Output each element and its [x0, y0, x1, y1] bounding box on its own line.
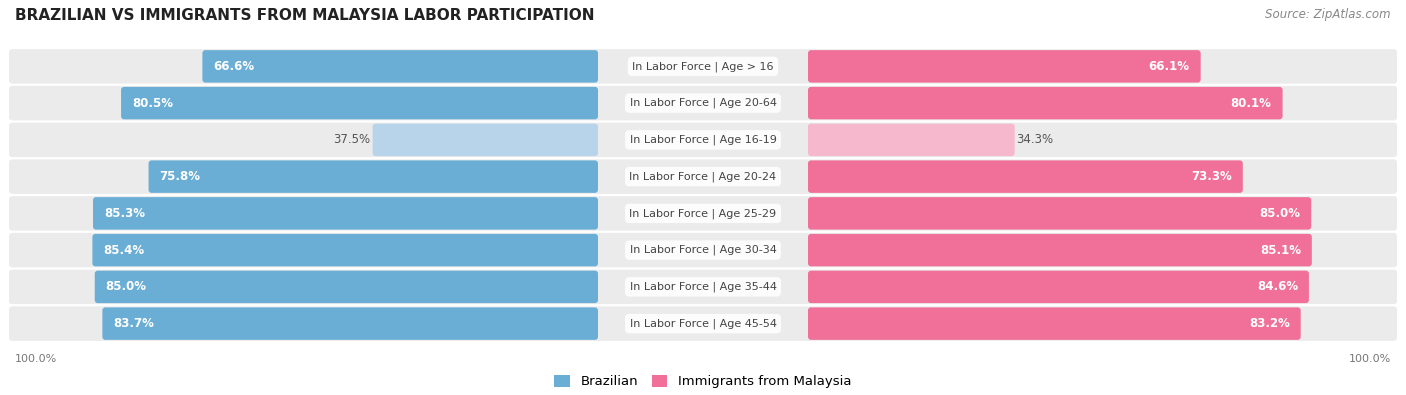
FancyBboxPatch shape: [808, 160, 1243, 193]
Text: Source: ZipAtlas.com: Source: ZipAtlas.com: [1265, 8, 1391, 21]
Text: 37.5%: 37.5%: [333, 134, 371, 147]
Text: 75.8%: 75.8%: [159, 170, 201, 183]
Text: In Labor Force | Age > 16: In Labor Force | Age > 16: [633, 61, 773, 71]
FancyBboxPatch shape: [8, 307, 1398, 341]
Text: In Labor Force | Age 16-19: In Labor Force | Age 16-19: [630, 135, 776, 145]
Text: 84.6%: 84.6%: [1257, 280, 1298, 293]
FancyBboxPatch shape: [8, 160, 1398, 194]
Text: 80.1%: 80.1%: [1230, 97, 1271, 110]
Text: 66.6%: 66.6%: [214, 60, 254, 73]
Text: 83.7%: 83.7%: [114, 317, 155, 330]
FancyBboxPatch shape: [808, 50, 1201, 83]
FancyBboxPatch shape: [8, 49, 1398, 84]
FancyBboxPatch shape: [808, 197, 1312, 229]
FancyBboxPatch shape: [93, 234, 598, 266]
FancyBboxPatch shape: [202, 50, 598, 83]
Text: In Labor Force | Age 30-34: In Labor Force | Age 30-34: [630, 245, 776, 256]
FancyBboxPatch shape: [808, 124, 1015, 156]
FancyBboxPatch shape: [103, 307, 598, 340]
Text: BRAZILIAN VS IMMIGRANTS FROM MALAYSIA LABOR PARTICIPATION: BRAZILIAN VS IMMIGRANTS FROM MALAYSIA LA…: [15, 8, 595, 23]
Text: 85.0%: 85.0%: [1260, 207, 1301, 220]
Text: 66.1%: 66.1%: [1149, 60, 1189, 73]
Text: 34.3%: 34.3%: [1017, 134, 1053, 147]
Text: In Labor Force | Age 45-54: In Labor Force | Age 45-54: [630, 318, 776, 329]
Legend: Brazilian, Immigrants from Malaysia: Brazilian, Immigrants from Malaysia: [554, 375, 852, 388]
FancyBboxPatch shape: [8, 233, 1398, 267]
Text: In Labor Force | Age 35-44: In Labor Force | Age 35-44: [630, 282, 776, 292]
FancyBboxPatch shape: [121, 87, 598, 119]
FancyBboxPatch shape: [149, 160, 598, 193]
Text: 83.2%: 83.2%: [1249, 317, 1289, 330]
FancyBboxPatch shape: [808, 271, 1309, 303]
FancyBboxPatch shape: [808, 87, 1282, 119]
FancyBboxPatch shape: [93, 197, 598, 229]
FancyBboxPatch shape: [808, 234, 1312, 266]
FancyBboxPatch shape: [808, 307, 1301, 340]
Text: 73.3%: 73.3%: [1191, 170, 1232, 183]
FancyBboxPatch shape: [8, 196, 1398, 231]
Text: 100.0%: 100.0%: [15, 354, 58, 364]
FancyBboxPatch shape: [8, 86, 1398, 120]
Text: In Labor Force | Age 20-64: In Labor Force | Age 20-64: [630, 98, 776, 108]
Text: 85.4%: 85.4%: [104, 244, 145, 257]
FancyBboxPatch shape: [373, 124, 598, 156]
Text: 80.5%: 80.5%: [132, 97, 173, 110]
Text: 85.0%: 85.0%: [105, 280, 146, 293]
Text: 100.0%: 100.0%: [1348, 354, 1391, 364]
FancyBboxPatch shape: [94, 271, 598, 303]
Text: In Labor Force | Age 25-29: In Labor Force | Age 25-29: [630, 208, 776, 218]
Text: 85.3%: 85.3%: [104, 207, 145, 220]
Text: In Labor Force | Age 20-24: In Labor Force | Age 20-24: [630, 171, 776, 182]
FancyBboxPatch shape: [8, 122, 1398, 157]
FancyBboxPatch shape: [8, 270, 1398, 304]
Text: 85.1%: 85.1%: [1260, 244, 1301, 257]
